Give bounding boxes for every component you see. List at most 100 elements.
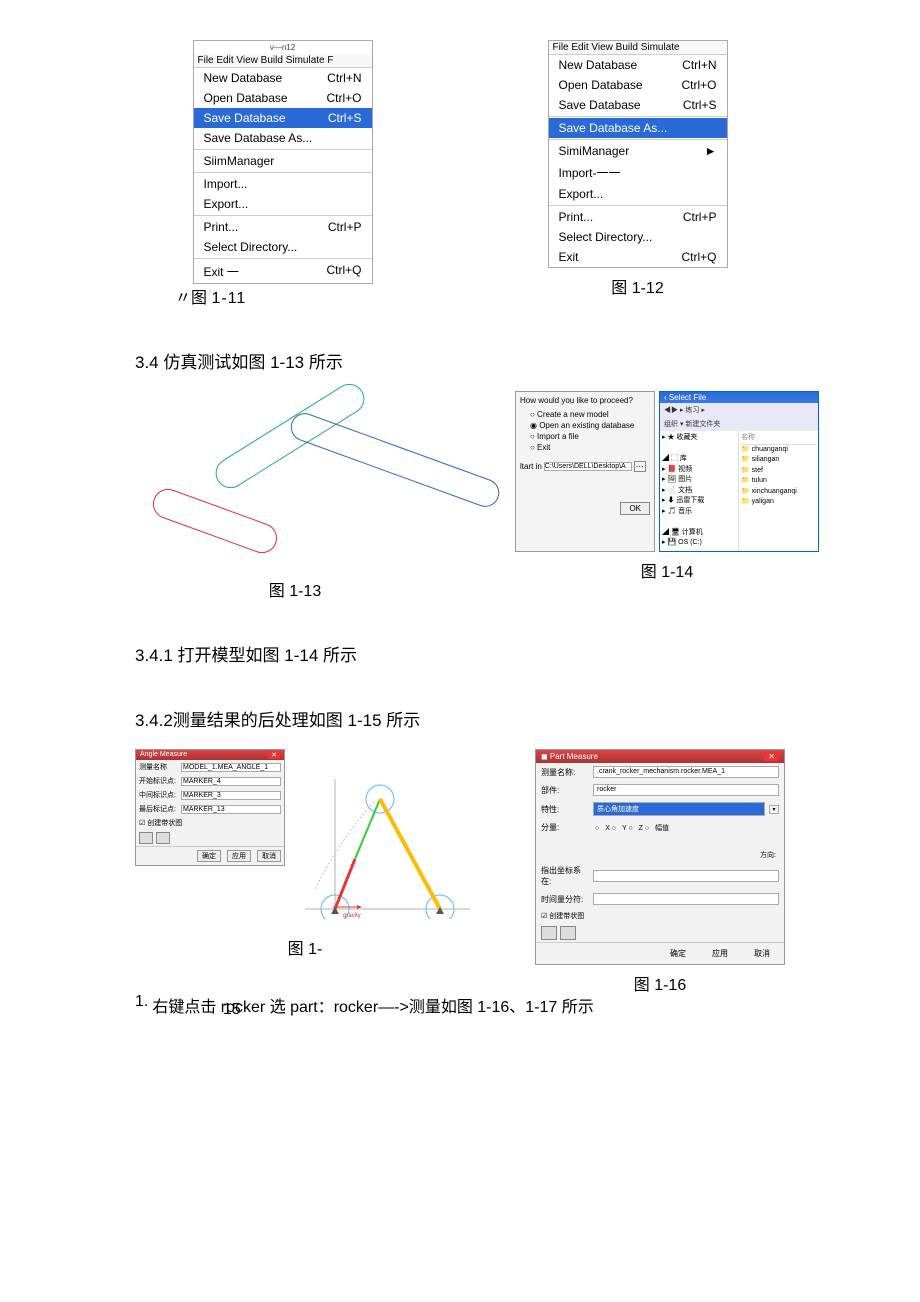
fig14-caption: 图 1-14 [515, 558, 819, 582]
folder-item[interactable]: chuanganqi [741, 445, 816, 456]
list-header: 名称 [741, 433, 816, 445]
ok-button[interactable]: OK [620, 502, 650, 515]
tree-node[interactable]: ▸ 💾 OS (C:) [662, 538, 736, 549]
select-file-toolbar: 组织 ▾ 新建文件夹 [660, 417, 818, 431]
fig15-caption: 图 1- [135, 935, 475, 959]
fig16-caption: 图 1-16 [535, 971, 785, 995]
menu-item[interactable]: Save DatabaseCtrl+S [549, 95, 727, 115]
close-icon[interactable]: ✕ [268, 751, 280, 759]
startin-input[interactable] [544, 462, 632, 471]
tool-icon-2[interactable] [560, 926, 576, 940]
browse-icon[interactable]: ⋯ [634, 461, 646, 472]
menu-item[interactable]: SimiManager► [549, 141, 727, 161]
dialog-button[interactable]: 确定 [197, 850, 221, 862]
part-dialog-title: Part Measure [550, 752, 598, 761]
section-3-4: 3.4 仿真测试如图 1-13 所示 [135, 348, 785, 373]
menu-item[interactable]: Select Directory... [549, 227, 727, 247]
folder-tree[interactable]: ▸ ★ 收藏夹 ◢ ⬚ 库 ▸ 📕 视频 ▸ 🖼 图片 ▸ 📄 文档 ▸ ⬇ 迅… [660, 431, 739, 551]
measure-field[interactable] [181, 805, 281, 814]
menu-item[interactable]: Import... [194, 174, 372, 194]
tool-icon-2[interactable] [156, 832, 170, 844]
menu-item[interactable]: Export... [549, 184, 727, 204]
proceed-option[interactable]: ○ Create a new model [520, 409, 650, 420]
frame-label: 指出坐标系在: [541, 865, 589, 887]
select-file-nav: ◀▶ ▸ 练习 ▸ [660, 403, 818, 417]
angle-measure-dialog: Angle Measure ✕ 测量名称开始标识点:中间标识点:最后标记点: ☑… [135, 749, 285, 866]
tree-node[interactable] [662, 444, 736, 455]
proceed-question: How would you like to proceed? [520, 396, 650, 405]
folder-item[interactable]: tulun [741, 476, 816, 487]
component-radios[interactable]: ○ X ○ Y ○ Z ○ 幅值 [593, 823, 669, 833]
measure-field[interactable] [181, 777, 281, 786]
dialog-button[interactable]: 确定 [664, 947, 692, 960]
folder-item[interactable]: xinchuanganqi [741, 487, 816, 498]
menu-item[interactable]: Save Database As... [194, 128, 372, 148]
menu-item[interactable]: New DatabaseCtrl+N [549, 55, 727, 75]
menu-item[interactable]: New DatabaseCtrl+N [194, 68, 372, 88]
fig-1-11: v—n12 File Edit View Build Simulate F Ne… [135, 40, 430, 308]
tree-node[interactable]: ▸ 🖼 图片 [662, 475, 736, 486]
frame-field[interactable] [593, 870, 779, 882]
tree-node[interactable]: ◢ 🖥 计算机 [662, 528, 736, 539]
create-strip-chart-checkbox[interactable]: ☑ 创建带状图 [136, 816, 284, 830]
file-list[interactable]: 名称 chuanganqisiliangansteftulunxinchuang… [739, 431, 818, 551]
fig12-caption: 图 1-12 [490, 274, 785, 298]
select-file-dialog: ‹ Select File ◀▶ ▸ 练习 ▸ 组织 ▾ 新建文件夹 ▸ ★ 收… [659, 391, 819, 552]
menu-item[interactable]: Open DatabaseCtrl+O [194, 88, 372, 108]
angle-dialog-title: Angle Measure [140, 751, 187, 759]
link-red [149, 485, 281, 558]
fig-1-15: Angle Measure ✕ 测量名称开始标识点:中间标识点:最后标记点: ☑… [135, 749, 475, 959]
menu-item[interactable]: Print...Ctrl+P [549, 207, 727, 227]
dialog-button[interactable]: 应用 [227, 850, 251, 862]
menu-item[interactable]: Open DatabaseCtrl+O [549, 75, 727, 95]
fig-13-14-row: 图 1-13 How would you like to proceed? ○ … [135, 391, 785, 601]
dialog-button[interactable]: 取消 [257, 850, 281, 862]
tree-node[interactable]: ▸ ★ 收藏夹 [662, 433, 736, 444]
tree-node[interactable] [662, 517, 736, 528]
measure-field[interactable]: .crank_rocker_mechanism.rocker.MEA_1 [593, 766, 779, 778]
fig-1-13: 图 1-13 [135, 391, 455, 601]
measure-field[interactable] [181, 791, 281, 800]
component-label: 分量: [541, 822, 589, 833]
dropdown-icon[interactable]: ▾ [769, 805, 779, 814]
menu-item[interactable]: Select Directory... [194, 237, 372, 257]
tool-icon-1[interactable] [541, 926, 557, 940]
proceed-option[interactable]: ○ Import a file [520, 431, 650, 442]
menu-item[interactable]: ExitCtrl+Q [549, 247, 727, 267]
section-3-4-1: 3.4.1 打开模型如图 1-14 所示 [135, 641, 785, 666]
menu-item[interactable]: SiimManager [194, 151, 372, 171]
tree-node[interactable]: ▸ ⬇ 迅雷下载 [662, 496, 736, 507]
tree-node[interactable]: ▸ 🎵 音乐 [662, 507, 736, 518]
measure-field[interactable]: 质心角加速度 [593, 802, 765, 816]
tree-node[interactable]: ◢ ⬚ 库 [662, 454, 736, 465]
proceed-option[interactable]: ◉ Open an existing database [520, 420, 650, 431]
gravity-label: gravity [343, 913, 361, 919]
step-field[interactable] [593, 893, 779, 905]
tree-node[interactable]: ▸ 📄 文档 [662, 486, 736, 497]
close-icon[interactable]: ✕ [764, 752, 779, 761]
menu11-header: v—n12 [194, 41, 372, 54]
select-file-title: ‹ Select File [660, 392, 818, 403]
menu-item[interactable]: Exit 一Ctrl+Q [194, 260, 372, 283]
folder-item[interactable]: yaligan [741, 497, 816, 508]
measure-field[interactable] [181, 763, 281, 772]
create-strip-chart-checkbox-2[interactable]: ☑ 创建带状图 [536, 908, 784, 924]
direction-label: 方向: [536, 848, 784, 862]
step-label: 时间量分符: [541, 894, 589, 905]
dialog-button[interactable]: 应用 [706, 947, 734, 960]
folder-item[interactable]: siliangan [741, 455, 816, 466]
measure-field[interactable]: rocker [593, 784, 779, 796]
menu-item[interactable]: Import-一一 [549, 161, 727, 184]
folder-item[interactable]: stef [741, 466, 816, 477]
tool-icon-1[interactable] [139, 832, 153, 844]
menu-item[interactable]: Save DatabaseCtrl+S [194, 108, 372, 128]
proceed-option[interactable]: ○ Exit [520, 442, 650, 453]
menu-item[interactable]: Export... [194, 194, 372, 214]
fig-1-14: How would you like to proceed? ○ Create … [515, 391, 819, 582]
proceed-dialog: How would you like to proceed? ○ Create … [515, 391, 655, 552]
section-3-4-2: 3.4.2测量结果的后处理如图 1-15 所示 [135, 706, 785, 731]
dialog-button[interactable]: 取消 [748, 947, 776, 960]
tree-node[interactable]: ▸ 📕 视频 [662, 465, 736, 476]
menu-item[interactable]: Save Database As... [549, 118, 727, 138]
menu-item[interactable]: Print...Ctrl+P [194, 217, 372, 237]
